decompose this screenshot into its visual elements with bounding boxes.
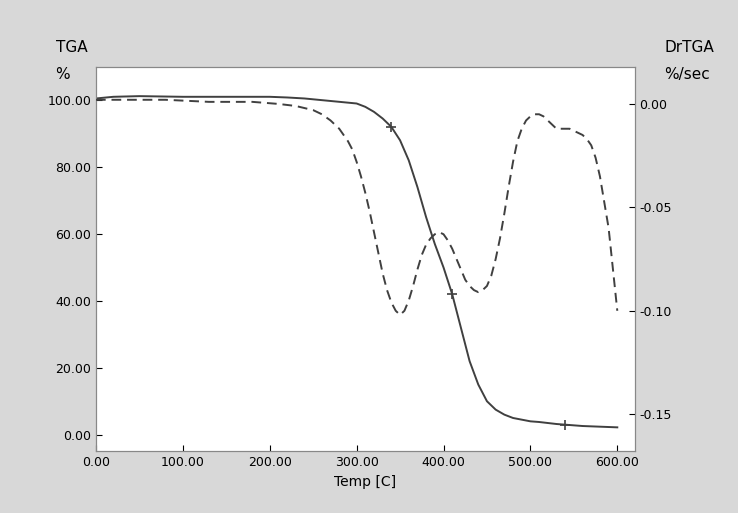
- X-axis label: Temp [C]: Temp [C]: [334, 475, 396, 489]
- Text: TGA: TGA: [55, 40, 87, 55]
- Text: DrTGA: DrTGA: [664, 40, 714, 55]
- Text: %: %: [55, 67, 70, 82]
- Text: %/sec: %/sec: [664, 67, 710, 82]
